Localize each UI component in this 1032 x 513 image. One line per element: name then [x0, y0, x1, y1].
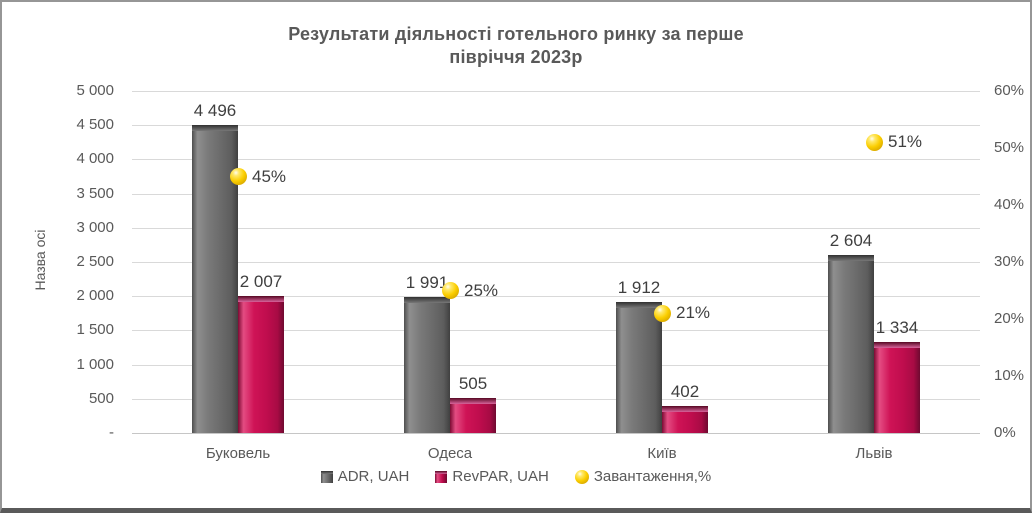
- adr-value-label: 2 604: [829, 231, 873, 250]
- legend-item-adr: ADR, UAH: [320, 468, 410, 485]
- bar-adr: [616, 302, 662, 433]
- left-axis-tick-label: 4 000: [76, 150, 114, 167]
- occupancy-value-label: 45%: [252, 167, 287, 186]
- legend-item-occupancy: Завантаження,%: [574, 468, 712, 485]
- gridline: [132, 159, 980, 160]
- bar-revpar: [238, 296, 284, 433]
- revpar-value-label: 2 007: [239, 272, 283, 291]
- gridline: [132, 228, 980, 229]
- gridline: [132, 433, 980, 434]
- right-axis-tick-label: 60%: [994, 82, 1025, 99]
- occupancy-marker: [442, 282, 459, 299]
- bar-revpar: [450, 398, 496, 433]
- left-axis-tick-label: 500: [88, 390, 114, 407]
- category-label: Київ: [647, 445, 677, 462]
- occupancy-series-marker-icon: [574, 469, 589, 484]
- category-label: Львів: [855, 445, 893, 462]
- legend-label-adr: ADR, UAH: [337, 468, 410, 485]
- gridline: [132, 125, 980, 126]
- category-label: Буковель: [205, 445, 271, 462]
- occupancy-value-label: 21%: [676, 303, 711, 322]
- chart-title-line-2: півріччя 2023р: [449, 47, 583, 67]
- revpar-series-swatch-icon: [435, 470, 448, 483]
- gridline: [132, 91, 980, 92]
- adr-series-swatch-icon: [320, 470, 333, 483]
- revpar-value-label: 505: [458, 374, 488, 393]
- chart-title-line-1: Результати діяльності готельного ринку з…: [288, 24, 744, 44]
- bar-revpar: [874, 342, 920, 433]
- gridline: [132, 399, 980, 400]
- left-axis-tick-label: 2 500: [76, 253, 114, 270]
- legend-label-revpar: RevPAR, UAH: [452, 468, 549, 485]
- revpar-value-label: 1 334: [875, 318, 919, 337]
- right-axis-tick-label: 10%: [994, 367, 1025, 384]
- right-axis-tick-label: 40%: [994, 196, 1025, 213]
- left-axis-tick-label: 5 000: [76, 82, 114, 99]
- left-axis-tick-label: 3 000: [76, 219, 114, 236]
- adr-value-label: 1 991: [405, 273, 449, 292]
- legend-item-revpar: RevPAR, UAH: [435, 468, 549, 485]
- legend: ADR, UAH RevPAR, UAH Завантаження,%: [2, 468, 1030, 485]
- left-axis-tick-label: 3 500: [76, 185, 114, 202]
- gridline: [132, 330, 980, 331]
- left-axis-tick-label: 1 000: [76, 356, 114, 373]
- left-axis-tick-label: 4 500: [76, 116, 114, 133]
- gridline: [132, 296, 980, 297]
- occupancy-marker: [866, 134, 883, 151]
- left-axis-tick-label: 2 000: [76, 287, 114, 304]
- gridline: [132, 262, 980, 263]
- occupancy-marker: [230, 168, 247, 185]
- bar-adr: [828, 255, 874, 433]
- category-label: Одеса: [427, 445, 473, 462]
- right-axis-tick-label: 30%: [994, 253, 1025, 270]
- bar-revpar: [662, 406, 708, 433]
- legend-label-occupancy: Завантаження,%: [593, 468, 712, 485]
- right-axis-tick-label: 0%: [994, 424, 1016, 441]
- gridline: [132, 194, 980, 195]
- occupancy-value-label: 25%: [464, 281, 499, 300]
- right-axis-tick-label: 20%: [994, 310, 1025, 327]
- adr-value-label: 1 912: [617, 278, 661, 297]
- left-axis-tick-label: 1 500: [76, 321, 114, 338]
- occupancy-value-label: 51%: [888, 132, 923, 151]
- left-axis-tick-label: -: [109, 424, 114, 441]
- revpar-value-label: 402: [670, 382, 700, 401]
- occupancy-marker: [654, 305, 671, 322]
- right-axis-tick-label: 50%: [994, 139, 1025, 156]
- adr-value-label: 4 496: [193, 101, 237, 120]
- gridline: [132, 365, 980, 366]
- bar-adr: [404, 297, 450, 433]
